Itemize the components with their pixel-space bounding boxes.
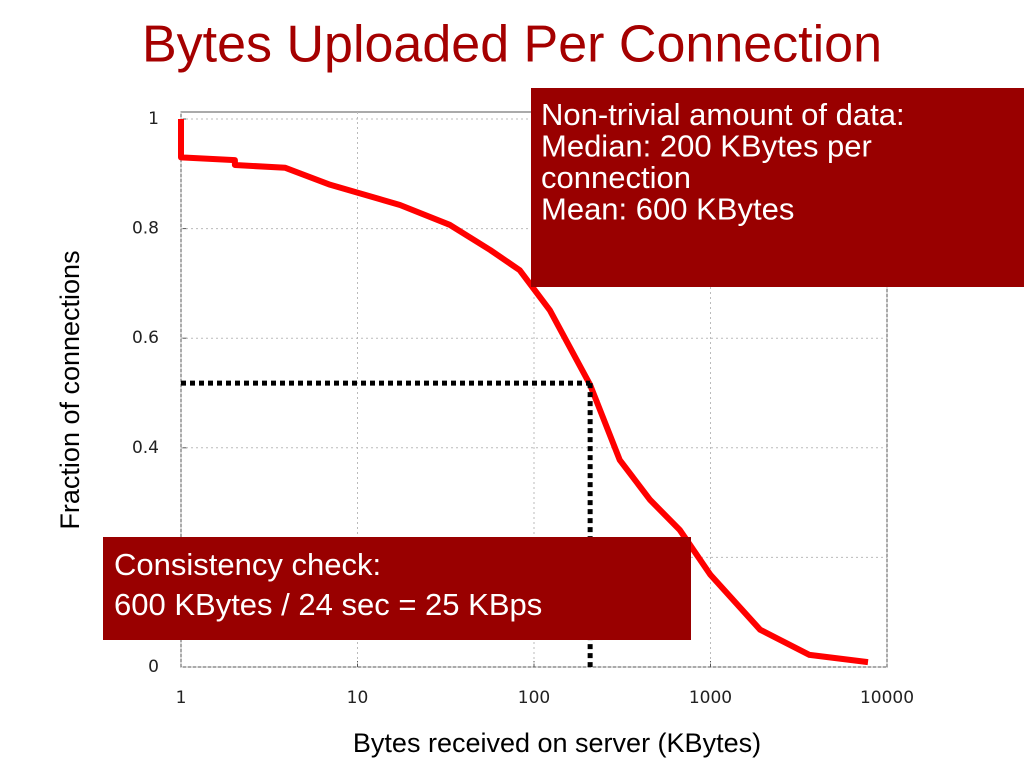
annotation-text: Median: 200 KBytes per bbox=[541, 129, 872, 164]
annotation-text: 600 KBytes / 24 sec = 25 KBps bbox=[114, 587, 542, 622]
y-tick-label: 0.6 bbox=[132, 328, 159, 348]
annotation-text: Non-trivial amount of data: bbox=[541, 97, 905, 132]
y-tick-label: 0.4 bbox=[132, 438, 159, 458]
x-tick-label: 1000 bbox=[689, 688, 732, 708]
y-tick-label: 0.8 bbox=[132, 219, 159, 239]
annotation-text: Consistency check: bbox=[114, 547, 381, 582]
x-axis-label: Bytes received on server (KBytes) bbox=[353, 728, 761, 758]
x-tick-label: 10 bbox=[347, 688, 369, 708]
chart-title: Bytes Uploaded Per Connection bbox=[142, 16, 882, 74]
x-tick-label: 10000 bbox=[860, 688, 914, 708]
annotation-box bbox=[531, 88, 1024, 287]
annotation-text: connection bbox=[541, 160, 691, 195]
data-line bbox=[178, 119, 869, 666]
annotation-box bbox=[103, 537, 691, 640]
y-axis-label: Fraction of connections bbox=[55, 250, 85, 529]
x-tick-label: 1 bbox=[176, 688, 187, 708]
y-tick-label: 0 bbox=[148, 657, 159, 677]
y-tick-label: 1 bbox=[148, 109, 159, 129]
x-tick-label: 100 bbox=[518, 688, 550, 708]
annotation-text: Mean: 600 KBytes bbox=[541, 192, 794, 227]
